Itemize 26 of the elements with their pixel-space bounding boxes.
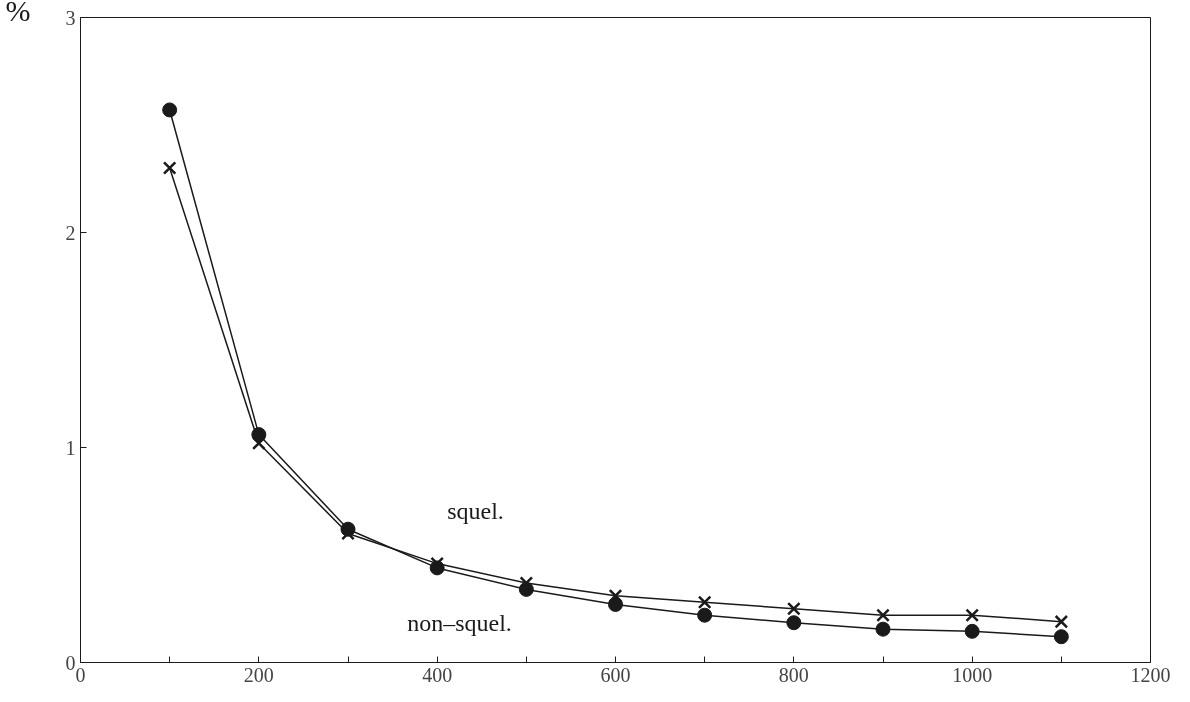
x-tick-label: 800 xyxy=(778,663,809,686)
point xyxy=(965,608,980,623)
x-tick-label: 200 xyxy=(243,663,274,686)
point xyxy=(875,621,891,637)
x-tick-label: 400 xyxy=(422,663,453,686)
point xyxy=(162,161,177,175)
y-tick-label: 3 xyxy=(65,6,76,29)
x-tick-label: 1000 xyxy=(952,663,993,686)
x-tick-label: 1200 xyxy=(1130,663,1171,686)
y-axis-title: % xyxy=(5,0,31,27)
x-tick-label: 600 xyxy=(600,663,631,686)
series-label: squel. xyxy=(447,497,504,524)
point xyxy=(876,608,890,623)
point xyxy=(786,615,802,631)
point xyxy=(162,102,178,118)
point xyxy=(608,588,623,603)
point xyxy=(251,436,266,451)
y-tick-label: 2 xyxy=(65,221,76,244)
point xyxy=(697,607,713,623)
y-tick-label: 1 xyxy=(65,436,76,459)
point xyxy=(697,595,712,610)
series-label: non–squel. xyxy=(407,609,512,636)
point xyxy=(786,601,801,616)
point xyxy=(964,623,980,639)
point xyxy=(1053,629,1069,645)
point xyxy=(1054,614,1069,629)
